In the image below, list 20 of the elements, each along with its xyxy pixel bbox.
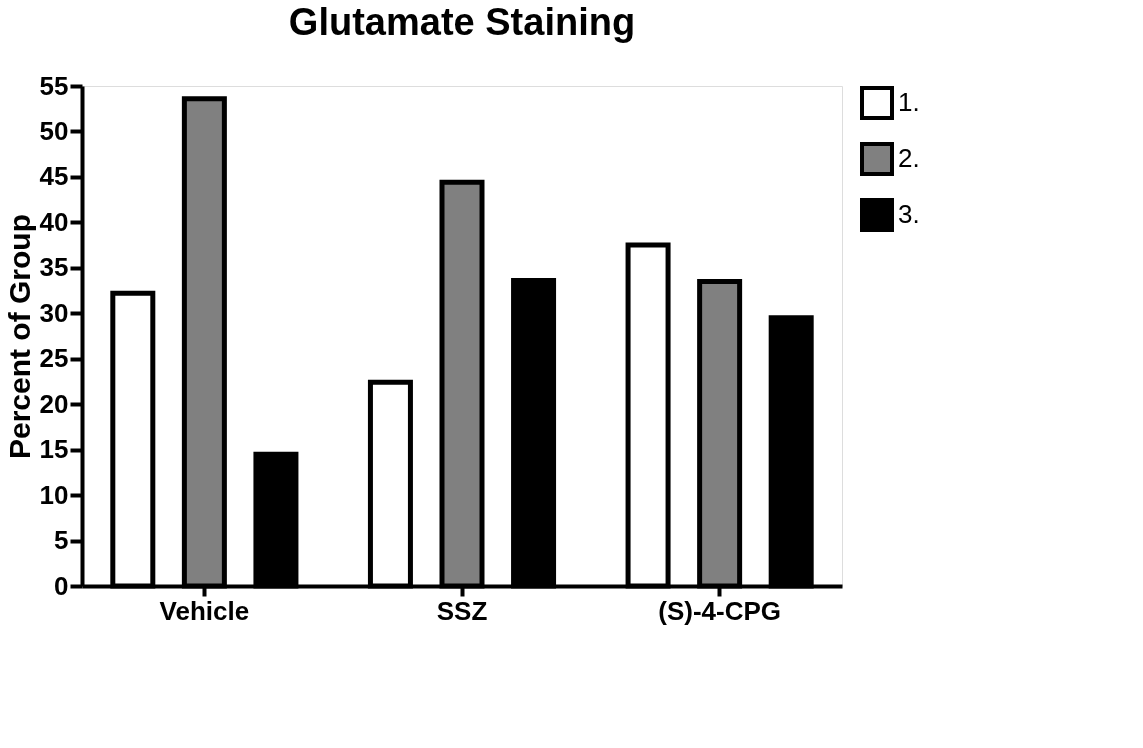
y-tick-label: 0 — [54, 570, 69, 601]
legend-label: 3. — [898, 199, 920, 229]
y-axis-title: Percent of Group — [2, 213, 36, 460]
y-tick-label: 5 — [54, 525, 69, 556]
y-tick-label: 20 — [39, 388, 69, 419]
legend-label: 2. — [898, 143, 920, 173]
y-tick-label: 40 — [39, 206, 69, 237]
y-tick-label: 45 — [39, 161, 69, 192]
x-tick-label: Vehicle — [159, 595, 250, 626]
y-tick-label: 25 — [39, 343, 69, 374]
y-tick-label: 35 — [39, 252, 69, 283]
chart-title: Glutamate Staining — [288, 1, 636, 43]
x-tick-label: (S)-4-CPG — [658, 595, 782, 626]
y-tick-label: 55 — [39, 70, 69, 101]
legend-label: 1. — [898, 87, 920, 117]
y-tick-label: 30 — [39, 297, 69, 328]
y-tick-label: 15 — [39, 434, 69, 465]
y-tick-label: 50 — [39, 115, 69, 146]
x-tick-label: SSZ — [436, 595, 488, 626]
y-tick-label: 10 — [39, 479, 69, 510]
